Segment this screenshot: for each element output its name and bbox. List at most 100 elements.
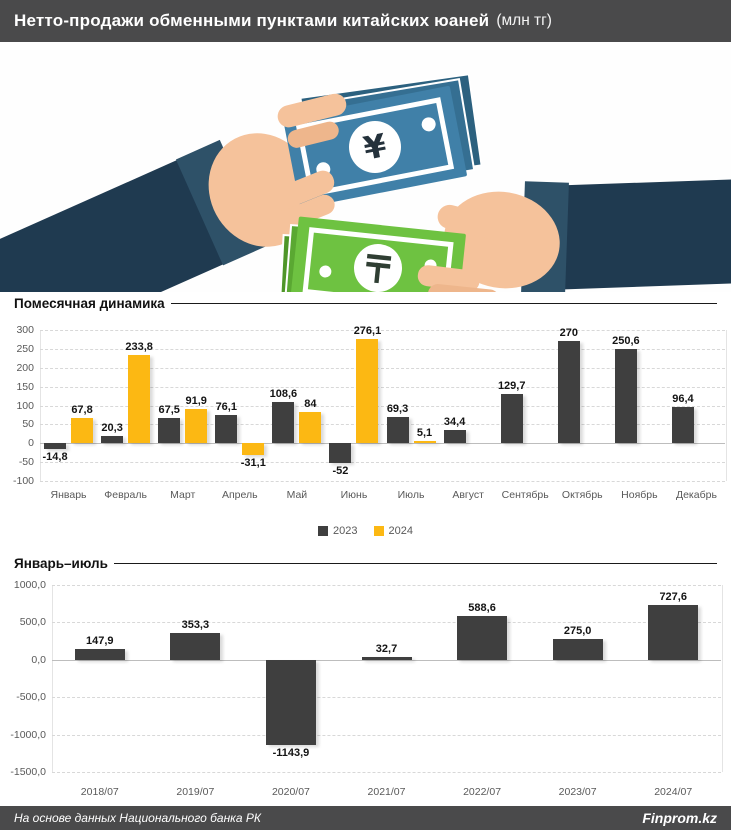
- x-axis-label: 2023/07: [558, 786, 597, 798]
- y-axis-tick: -500,0: [16, 691, 46, 704]
- page-title: Нетто-продажи обменными пунктами китайск…: [14, 11, 490, 30]
- bar-value-label: 276,1: [353, 325, 382, 338]
- legend-swatch: [373, 526, 384, 536]
- bar-value-label: -31,1: [240, 456, 266, 469]
- x-axis-label: Февраль: [104, 489, 147, 501]
- gridline: [52, 622, 721, 624]
- bar-value-label: 275,0: [563, 625, 592, 638]
- bar-value-label: 250,6: [612, 334, 640, 347]
- bar-value-label: -1143,9: [272, 747, 310, 760]
- money-exchange-illustration: ¥: [0, 42, 731, 432]
- gridline: [52, 659, 721, 661]
- bar-2023-7: [443, 430, 466, 444]
- x-axis-label: 2019/07: [176, 786, 215, 798]
- y-axis-tick: -1500,0: [10, 766, 46, 778]
- bar-value-0: [74, 648, 125, 660]
- gridline: [52, 585, 721, 586]
- gridline: [52, 734, 721, 736]
- bar-value-6: [648, 605, 699, 660]
- exchange-hands-graphic: ¥: [0, 73, 731, 432]
- y-axis-tick: 0: [28, 437, 34, 450]
- bar-2024-2: [185, 408, 208, 444]
- x-axis-label: Июнь: [340, 489, 368, 501]
- bar-2023-3: [215, 414, 238, 444]
- bar-2023-1: [101, 435, 124, 444]
- page-title-units: (млн тг): [496, 12, 552, 29]
- ytd-section-title: Январь–июль: [0, 544, 731, 576]
- y-axis-tick: 50: [22, 418, 34, 431]
- bar-value-label: 129,7: [497, 380, 526, 393]
- bar-2024-6: [413, 441, 436, 444]
- chart-legend: 2023 2024: [0, 518, 731, 544]
- title-rule: [113, 562, 717, 564]
- bar-2023-5: [329, 443, 352, 463]
- x-axis-label: 2022/07: [463, 786, 502, 798]
- y-axis-tick: 150: [16, 380, 34, 393]
- y-axis-tick: 200: [16, 361, 34, 374]
- legend-item-2023: 2023: [318, 525, 358, 537]
- gridline: [40, 367, 725, 369]
- bar-2023-11: [671, 406, 694, 444]
- bar-value-4: [457, 615, 508, 660]
- y-axis-tick: -50: [18, 456, 34, 469]
- bar-value-label: 270: [559, 327, 578, 340]
- x-axis-label: Май: [286, 489, 308, 501]
- gridline: [40, 405, 725, 407]
- bar-2023-4: [272, 402, 295, 444]
- y-axis-tick: 1000,0: [13, 579, 46, 591]
- gridline: [40, 424, 725, 426]
- bar-2024-4: [299, 411, 322, 444]
- bar-value-5: [552, 639, 603, 660]
- x-axis-label: 2020/07: [271, 786, 310, 798]
- legend-label: 2024: [388, 525, 413, 537]
- title-rule: [170, 302, 717, 304]
- bar-2024-5: [356, 339, 379, 444]
- y-axis-tick: 100: [16, 399, 34, 412]
- bar-value-label: 76,1: [215, 400, 237, 413]
- bar-value-label: 67,8: [71, 403, 93, 416]
- gridline: [40, 386, 725, 388]
- x-axis-label: Сентябрь: [501, 489, 549, 501]
- monthly-section-title: Помесячная динамика: [0, 292, 731, 314]
- gridline: [52, 697, 721, 699]
- x-axis-label: Ноябрь: [621, 489, 658, 501]
- y-axis-tick: -1000,0: [10, 728, 46, 741]
- bar-value-label: 20,3: [101, 421, 123, 434]
- bar-2023-2: [158, 417, 181, 444]
- bar-value-2: [265, 659, 316, 746]
- y-axis-tick: 300: [16, 324, 34, 336]
- ytd-bar-chart: 1000,0 500,0 0,0 -500,0 -1000,0 -1500,0 2018/0…: [0, 576, 731, 806]
- x-axis-label: Июль: [397, 489, 425, 501]
- y-axis-tick: -100: [12, 475, 34, 487]
- bar-2023-10: [614, 348, 637, 444]
- bar-value-label: -52: [332, 464, 349, 477]
- data-source-note: На основе данных Национального банка РК: [14, 811, 261, 825]
- gridline: [40, 330, 725, 331]
- bar-2023-8: [500, 394, 523, 444]
- bar-value-label: 727,6: [659, 591, 687, 604]
- gridline: [52, 772, 721, 773]
- x-axis-label: Январь: [50, 489, 87, 501]
- bar-value-label: 147,9: [86, 634, 114, 647]
- bar-2024-0: [71, 417, 94, 444]
- x-axis-label: 2024/07: [654, 786, 693, 798]
- legend-item-2024: 2024: [373, 525, 413, 537]
- bar-value-label: 108,6: [269, 388, 298, 401]
- x-axis-label: Октябрь: [561, 489, 603, 501]
- bar-value-label: 91,9: [185, 394, 207, 407]
- x-axis-label: Март: [170, 489, 196, 501]
- bar-2023-6: [386, 417, 409, 444]
- x-axis-label: 2018/07: [80, 786, 119, 798]
- bar-value-3: [361, 657, 412, 660]
- x-axis-label: Декабрь: [675, 489, 717, 501]
- gridline: [40, 443, 725, 445]
- bar-value-label: 233,8: [125, 340, 153, 353]
- bar-value-label: 5,1: [416, 427, 433, 440]
- y-axis-tick: 250: [16, 342, 34, 355]
- legend-swatch: [318, 526, 329, 536]
- monthly-bar-chart: 300 250 200 150 100 50 0 -50 -100 Январь -14,8 67,8…: [0, 314, 731, 518]
- x-axis-label: Август: [452, 489, 484, 501]
- bar-value-label: 96,4: [672, 392, 694, 405]
- bar-value-label: 588,6: [468, 601, 496, 614]
- tenge-symbol: [366, 253, 392, 284]
